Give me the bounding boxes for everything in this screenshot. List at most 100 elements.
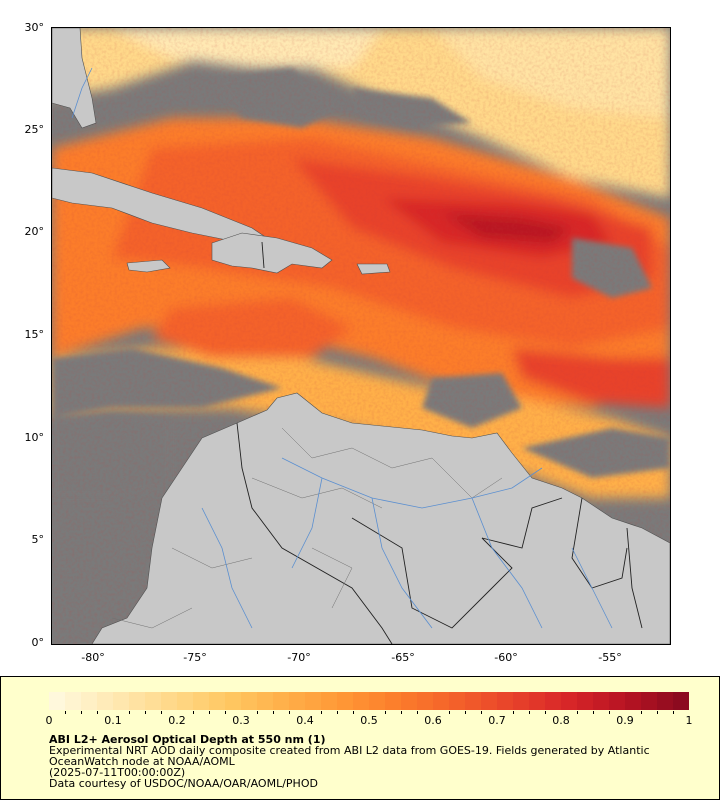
florida-land bbox=[52, 28, 97, 129]
land-masses bbox=[52, 28, 670, 644]
colorbar-swatch bbox=[449, 692, 465, 710]
colorbar bbox=[49, 692, 689, 710]
colorbar-swatch bbox=[561, 692, 577, 710]
colorbar-tick-label: 0.4 bbox=[296, 714, 314, 727]
colorbar-tick-label: 0.5 bbox=[360, 714, 378, 727]
colorbar-swatch bbox=[97, 692, 113, 710]
legend-credit: Data courtesy of USDOC/NOAA/OAR/AOML/PHO… bbox=[49, 777, 318, 790]
y-tick-label: 15° bbox=[24, 328, 45, 341]
colorbar-swatch bbox=[241, 692, 257, 710]
colorbar-swatch bbox=[593, 692, 609, 710]
colorbar-minor-tick bbox=[401, 711, 402, 714]
colorbar-minor-tick bbox=[193, 711, 194, 714]
colorbar-tick-label: 0.7 bbox=[488, 714, 506, 727]
colorbar-swatch bbox=[193, 692, 209, 710]
colorbar-tick-label: 0.1 bbox=[104, 714, 122, 727]
colorbar-minor-tick bbox=[417, 711, 418, 714]
colorbar-minor-tick bbox=[657, 711, 658, 714]
country-borders bbox=[236, 241, 643, 644]
colorbar-swatch bbox=[209, 692, 225, 710]
colorbar-minor-tick bbox=[673, 711, 674, 714]
colorbar-swatch bbox=[657, 692, 673, 710]
colorbar-minor-tick bbox=[337, 711, 338, 714]
colorbar-minor-tick bbox=[257, 711, 258, 714]
y-tick-label: 5° bbox=[31, 533, 45, 546]
colorbar-swatch bbox=[609, 692, 625, 710]
colorbar-minor-tick bbox=[545, 711, 546, 714]
colorbar-swatch bbox=[529, 692, 545, 710]
colorbar-minor-tick bbox=[289, 711, 290, 714]
puerto-rico-land bbox=[356, 263, 391, 275]
colorbar-minor-tick bbox=[593, 711, 594, 714]
colorbar-swatch bbox=[513, 692, 529, 710]
colorbar-swatch bbox=[337, 692, 353, 710]
colorbar-swatch bbox=[545, 692, 561, 710]
colorbar-swatch bbox=[641, 692, 657, 710]
colorbar-minor-tick bbox=[97, 711, 98, 714]
y-tick-label: 30° bbox=[24, 21, 45, 34]
colorbar-tick-label: 0.6 bbox=[424, 714, 442, 727]
colorbar-swatch bbox=[433, 692, 449, 710]
colorbar-minor-tick bbox=[641, 711, 642, 714]
jamaica-land bbox=[126, 259, 171, 273]
colorbar-tick-label: 0.8 bbox=[552, 714, 570, 727]
colorbar-swatch bbox=[145, 692, 161, 710]
colorbar-swatch bbox=[305, 692, 321, 710]
legend-text: ABI L2+ Aerosol Optical Depth at 550 nm … bbox=[49, 734, 689, 789]
colorbar-minor-tick bbox=[577, 711, 578, 714]
colorbar-tick-label: 1 bbox=[685, 714, 693, 727]
x-tick-label: -80° bbox=[81, 651, 105, 664]
colorbar-minor-tick bbox=[65, 711, 66, 714]
state-borders bbox=[111, 427, 503, 629]
colorbar-minor-tick bbox=[465, 711, 466, 714]
colorbar-minor-tick bbox=[353, 711, 354, 714]
x-tick-label: -75° bbox=[183, 651, 207, 664]
colorbar-minor-tick bbox=[513, 711, 514, 714]
aod-map bbox=[51, 27, 671, 645]
colorbar-minor-tick bbox=[481, 711, 482, 714]
colorbar-swatch bbox=[321, 692, 337, 710]
hispaniola-land bbox=[211, 232, 333, 274]
colorbar-minor-tick bbox=[321, 711, 322, 714]
colorbar-swatch bbox=[177, 692, 193, 710]
colorbar-tick-label: 0.3 bbox=[232, 714, 250, 727]
colorbar-swatch bbox=[113, 692, 129, 710]
colorbar-swatch bbox=[129, 692, 145, 710]
colorbar-swatch bbox=[481, 692, 497, 710]
colorbar-swatch bbox=[497, 692, 513, 710]
colorbar-tick-label: 0.9 bbox=[616, 714, 634, 727]
colorbar-swatch bbox=[577, 692, 593, 710]
colorbar-minor-tick bbox=[129, 711, 130, 714]
x-tick-label: -55° bbox=[598, 651, 622, 664]
colorbar-swatch bbox=[401, 692, 417, 710]
y-tick-label: 20° bbox=[24, 225, 45, 238]
colorbar-swatch bbox=[465, 692, 481, 710]
south-america-land bbox=[91, 392, 670, 644]
colorbar-swatch bbox=[289, 692, 305, 710]
colorbar-tick-label: 0 bbox=[45, 714, 53, 727]
colorbar-minor-tick bbox=[529, 711, 530, 714]
colorbar-tick-label: 0.2 bbox=[168, 714, 186, 727]
x-tick-label: -60° bbox=[494, 651, 518, 664]
colorbar-swatch bbox=[225, 692, 241, 710]
y-tick-label: 0° bbox=[31, 636, 45, 649]
legend-title: ABI L2+ Aerosol Optical Depth at 550 nm … bbox=[49, 733, 326, 746]
colorbar-swatch bbox=[673, 692, 689, 710]
colorbar-swatch bbox=[49, 692, 65, 710]
colorbar-minor-tick bbox=[273, 711, 274, 714]
colorbar-minor-tick bbox=[609, 711, 610, 714]
colorbar-minor-tick bbox=[81, 711, 82, 714]
legend-panel: 0 0.1 0.2 0.3 0.4 0.5 0.6 0.7 0.8 0.9 1 ABI L2+ Ae… bbox=[0, 676, 720, 800]
legend-description: Experimental NRT AOD daily composite cre… bbox=[49, 744, 650, 757]
colorbar-minor-tick bbox=[161, 711, 162, 714]
colorbar-minor-tick bbox=[209, 711, 210, 714]
colorbar-swatch bbox=[81, 692, 97, 710]
colorbar-minor-tick bbox=[225, 711, 226, 714]
x-tick-label: -65° bbox=[391, 651, 415, 664]
colorbar-swatch bbox=[353, 692, 369, 710]
x-tick-label: -70° bbox=[287, 651, 311, 664]
y-tick-label: 10° bbox=[24, 431, 45, 444]
colorbar-minor-tick bbox=[449, 711, 450, 714]
colorbar-swatch bbox=[369, 692, 385, 710]
rivers bbox=[71, 67, 613, 629]
